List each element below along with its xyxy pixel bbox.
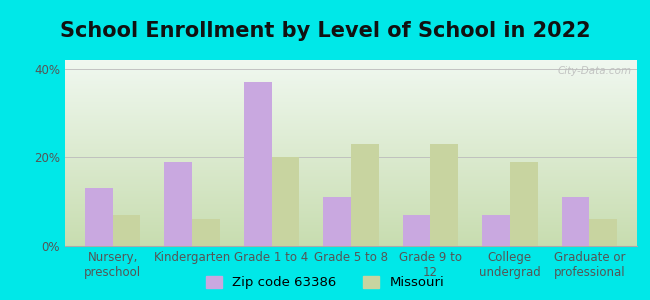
Legend: Zip code 63386, Missouri: Zip code 63386, Missouri: [202, 272, 448, 293]
Bar: [510, 162, 538, 246]
Bar: [430, 144, 458, 246]
Bar: [590, 219, 617, 246]
Text: School Enrollment by Level of School in 2022: School Enrollment by Level of School in …: [60, 21, 590, 41]
Bar: [85, 188, 112, 246]
Bar: [351, 144, 379, 246]
Bar: [272, 158, 300, 246]
Bar: [244, 82, 272, 246]
Bar: [482, 215, 510, 246]
Bar: [164, 162, 192, 246]
Bar: [562, 197, 590, 246]
Text: City-Data.com: City-Data.com: [557, 66, 631, 76]
Bar: [323, 197, 351, 246]
Bar: [402, 215, 430, 246]
Bar: [112, 215, 140, 246]
Bar: [192, 219, 220, 246]
